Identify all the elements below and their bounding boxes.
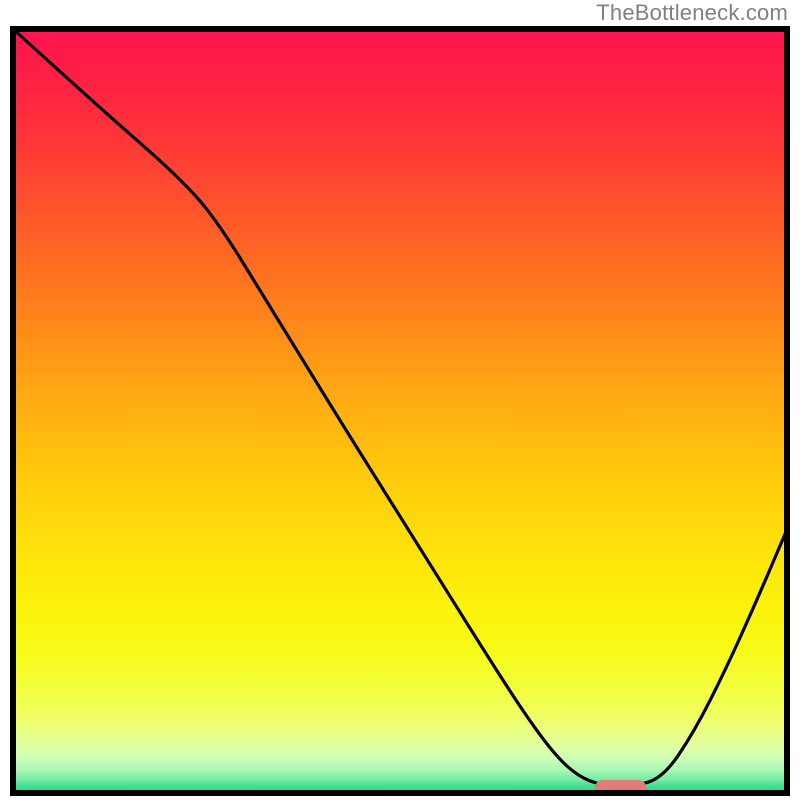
watermark-text: TheBottleneck.com — [596, 0, 788, 26]
bottleneck-curve-chart — [0, 0, 800, 800]
chart-root: TheBottleneck.com — [0, 0, 800, 800]
